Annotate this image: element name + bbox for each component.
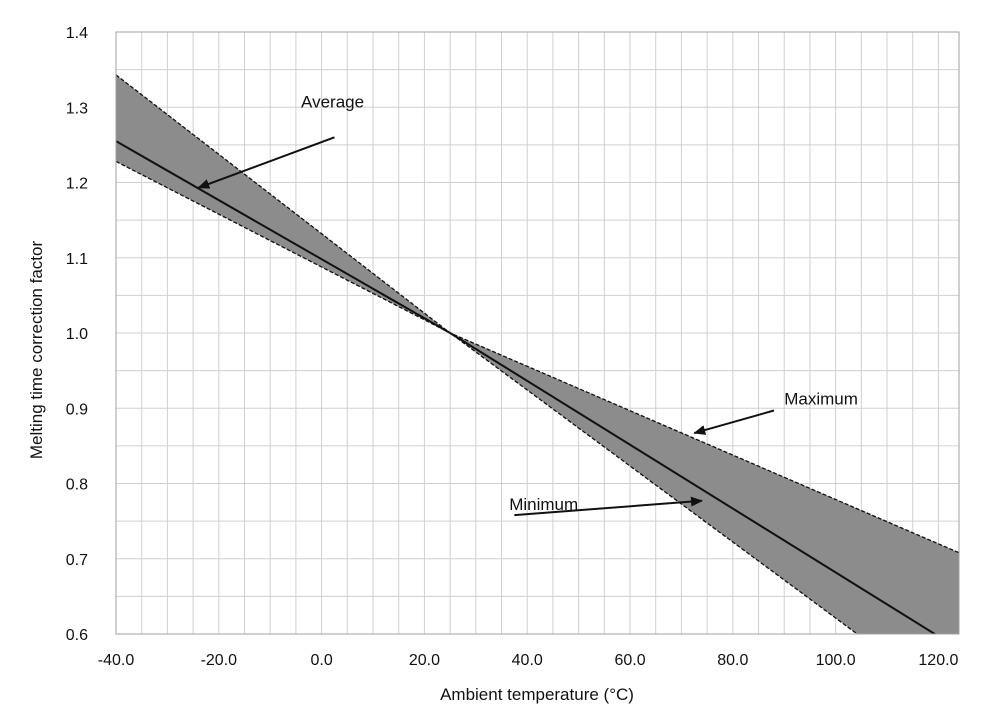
annotation-arrow-maximum [693, 409, 775, 435]
x-tick-label: 80.0 [717, 652, 748, 669]
annotations: Average Maximum Minimum [197, 92, 858, 517]
x-tick-label: 0.0 [310, 652, 332, 669]
x-tick-label: 100.0 [816, 652, 856, 669]
x-tick-label: 40.0 [512, 652, 543, 669]
x-tick-label: 120.0 [918, 652, 958, 669]
y-tick-label: 1.4 [66, 25, 88, 42]
y-tick-label: 0.6 [66, 627, 88, 644]
x-tick-label: 60.0 [614, 652, 645, 669]
series-lines [116, 74, 959, 634]
y-tick-label: 0.7 [66, 552, 88, 569]
annotation-label-minimum: Minimum [509, 495, 578, 514]
y-axis-title: Melting time correction factor [27, 241, 46, 460]
series-line-minimum [116, 160, 859, 634]
annotation-label-maximum: Maximum [784, 389, 858, 408]
y-tick-label: 1.0 [66, 326, 88, 343]
y-tick-label: 0.9 [66, 401, 88, 418]
y-tick-label: 1.3 [66, 100, 88, 117]
y-tick-label: 0.8 [66, 477, 88, 494]
annotation-label-average: Average [301, 92, 364, 111]
band-area [116, 74, 959, 634]
x-tick-label: -40.0 [98, 652, 135, 669]
y-tick-label: 1.1 [66, 251, 88, 268]
y-tick-label: 1.2 [66, 176, 88, 193]
x-tick-label: 20.0 [409, 652, 440, 669]
annotation-arrow-minimum [514, 496, 703, 517]
tick-labels: -40.0 -20.0 0.0 20.0 40.0 60.0 80.0 100.0 120.0 0… [66, 25, 959, 669]
plot-frame [115, 31, 960, 635]
range-band [116, 74, 959, 634]
annotation-arrow-average [197, 136, 335, 189]
x-axis-title: Ambient temperature (°C) [440, 685, 634, 704]
x-tick-label: -20.0 [201, 652, 238, 669]
